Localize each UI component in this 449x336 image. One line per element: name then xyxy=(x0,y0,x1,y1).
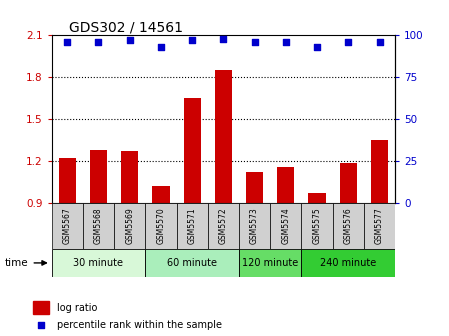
Point xyxy=(345,39,352,45)
Text: GSM5569: GSM5569 xyxy=(125,208,134,244)
Text: log ratio: log ratio xyxy=(57,303,98,313)
Bar xyxy=(277,167,295,203)
Bar xyxy=(52,203,83,249)
Bar xyxy=(114,203,145,249)
Text: 30 minute: 30 minute xyxy=(74,258,123,268)
Bar xyxy=(184,98,201,203)
Bar xyxy=(340,163,357,203)
Point xyxy=(157,44,164,50)
Bar xyxy=(364,203,395,249)
Text: GSM5572: GSM5572 xyxy=(219,208,228,244)
Bar xyxy=(176,203,208,249)
Bar xyxy=(301,203,333,249)
Text: 240 minute: 240 minute xyxy=(320,258,376,268)
Text: GSM5577: GSM5577 xyxy=(375,208,384,244)
Bar xyxy=(90,150,107,203)
Bar xyxy=(145,249,239,277)
Text: GSM5574: GSM5574 xyxy=(282,208,291,244)
Text: GSM5568: GSM5568 xyxy=(94,208,103,244)
Point xyxy=(376,39,383,45)
Bar xyxy=(333,203,364,249)
Bar xyxy=(301,249,395,277)
Bar xyxy=(371,140,388,203)
Text: 60 minute: 60 minute xyxy=(167,258,217,268)
Text: time: time xyxy=(4,258,28,268)
Point xyxy=(38,323,45,328)
Text: GSM5567: GSM5567 xyxy=(63,208,72,244)
Text: GDS302 / 14561: GDS302 / 14561 xyxy=(69,20,183,34)
Bar xyxy=(308,194,326,203)
Bar xyxy=(59,159,76,203)
Point xyxy=(313,44,321,50)
Text: GSM5576: GSM5576 xyxy=(344,208,353,244)
Bar xyxy=(215,70,232,203)
Point xyxy=(95,39,102,45)
Bar xyxy=(270,203,301,249)
Bar xyxy=(83,203,114,249)
Bar xyxy=(152,186,170,203)
Point xyxy=(189,38,196,43)
Point xyxy=(64,39,71,45)
Text: GSM5573: GSM5573 xyxy=(250,208,259,244)
Bar xyxy=(239,203,270,249)
Bar xyxy=(145,203,176,249)
Text: GSM5571: GSM5571 xyxy=(188,208,197,244)
Bar xyxy=(246,172,263,203)
Bar xyxy=(239,249,301,277)
Text: percentile rank within the sample: percentile rank within the sample xyxy=(57,320,222,330)
Point xyxy=(126,38,133,43)
Text: GSM5570: GSM5570 xyxy=(156,208,165,244)
Point xyxy=(251,39,258,45)
Point xyxy=(282,39,290,45)
Text: GSM5575: GSM5575 xyxy=(313,208,321,244)
Bar xyxy=(52,249,145,277)
Bar xyxy=(121,152,138,203)
Text: 120 minute: 120 minute xyxy=(242,258,298,268)
Point xyxy=(220,36,227,41)
Bar xyxy=(33,301,49,314)
Bar xyxy=(208,203,239,249)
